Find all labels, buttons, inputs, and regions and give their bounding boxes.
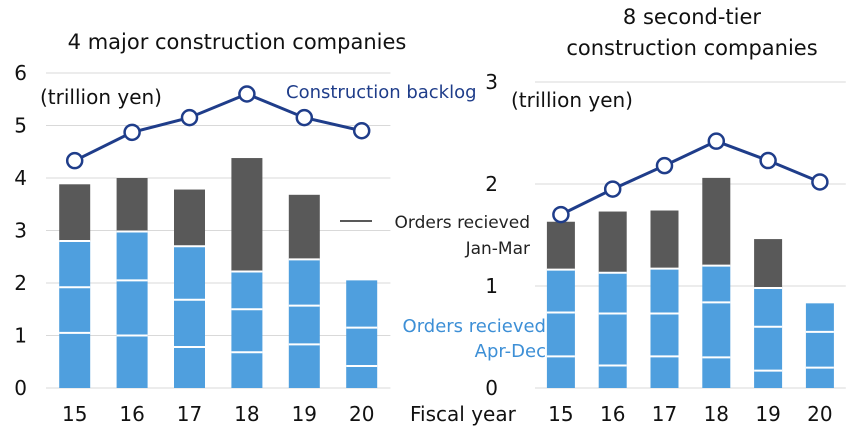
- right-bar-apr-dec-19: [754, 288, 783, 388]
- left-backlog-point-17: [180, 108, 199, 127]
- left-bar-jan-mar-19: [288, 194, 320, 260]
- right-backlog-point-20: [811, 173, 829, 191]
- left-bar-apr-dec-17: [174, 246, 205, 388]
- left-panel-4-major-companies: 4 major construction companies 0 1 2 3 4 5 6 (tr…: [14, 30, 406, 426]
- right-bar-apr-dec-20: [805, 303, 834, 388]
- left-bar-jan-mar-18: [231, 158, 263, 272]
- left-y-tick-label-2: 2: [14, 271, 27, 295]
- left-backlog-point-19: [295, 108, 314, 127]
- right-y-tick-label-1: 1: [485, 274, 498, 298]
- right-y-tick-label-2: 2: [485, 172, 498, 196]
- left-backlog-point-18: [238, 85, 256, 103]
- right-panel-8-second-tier-companies: 8 second-tier construction companies 0 1 2 3 (…: [485, 5, 846, 426]
- left-y-tick-label-5: 5: [14, 114, 27, 138]
- left-bar-jan-mar-15: [59, 184, 91, 241]
- right-x-tick-label-17: 17: [652, 402, 677, 426]
- right-backlog-point-16: [603, 180, 622, 198]
- right-x-tick-label-16: 16: [600, 402, 625, 426]
- left-bar-jan-mar-17: [174, 189, 205, 247]
- right-x-tick-label-15: 15: [548, 402, 573, 426]
- right-bar-jan-mar-17: [650, 210, 679, 269]
- annotation-jan-mar-line-1: Orders recieved: [395, 213, 531, 233]
- x-axis-label: Fiscal year: [410, 402, 517, 426]
- left-chart-title-line-0: 4 major construction companies: [68, 30, 407, 54]
- left-bar-jan-mar-16: [116, 178, 148, 232]
- right-x-tick-label-19: 19: [755, 402, 780, 426]
- right-bar-jan-mar-15: [546, 221, 575, 270]
- right-x-tick-label-18: 18: [704, 402, 729, 426]
- left-x-tick-label-17: 17: [177, 402, 202, 426]
- annotation-jan-mar-line-2: Jan-Mar: [465, 239, 530, 259]
- right-bar-apr-dec-15: [546, 269, 575, 388]
- right-backlog-point-18: [707, 132, 726, 150]
- annotation-construction-backlog: Construction backlog: [286, 82, 477, 103]
- left-bar-apr-dec-16: [116, 231, 148, 388]
- right-bar-apr-dec-18: [702, 265, 731, 388]
- right-bar-jan-mar-16: [598, 211, 627, 273]
- right-backlog-point-19: [759, 151, 777, 170]
- right-bar-apr-dec-17: [650, 268, 679, 388]
- right-x-tick-label-20: 20: [807, 402, 832, 426]
- right-backlog-point-15: [552, 205, 570, 224]
- left-bar-apr-dec-18: [231, 271, 263, 388]
- left-bar-apr-dec-19: [288, 259, 320, 388]
- left-x-tick-label-16: 16: [119, 402, 144, 426]
- left-y-tick-label-0: 0: [14, 376, 27, 400]
- annotation-apr-dec-line-1: Orders recieved: [403, 316, 546, 337]
- left-bar-apr-dec-15: [59, 241, 91, 388]
- right-bar-jan-mar-19: [754, 239, 783, 289]
- right-y-tick-label-3: 3: [485, 70, 498, 94]
- left-x-tick-label-19: 19: [292, 402, 317, 426]
- left-backlog-point-15: [65, 151, 84, 170]
- annotations-layer: Construction backlog Orders recieved Jan-M…: [286, 82, 546, 426]
- left-y-tick-label-4: 4: [14, 166, 27, 190]
- left-bar-apr-dec-20: [346, 280, 378, 388]
- annotation-apr-dec-line-2: Apr-Dec: [475, 341, 546, 362]
- left-x-tick-label-20: 20: [349, 402, 374, 426]
- right-bar-apr-dec-16: [598, 272, 627, 388]
- left-y-tick-label-3: 3: [14, 219, 27, 243]
- right-bar-jan-mar-18: [702, 177, 731, 266]
- left-x-tick-label-18: 18: [234, 402, 259, 426]
- right-unit-label: (trillion yen): [511, 88, 633, 112]
- left-unit-label: (trillion yen): [40, 85, 162, 109]
- right-chart-title-line-0: 8 second-tier: [623, 5, 761, 29]
- left-y-tick-label-6: 6: [14, 61, 27, 85]
- left-backlog-point-16: [123, 123, 141, 142]
- right-chart-title-line-1: construction companies: [566, 36, 817, 60]
- left-backlog-line: [74, 92, 363, 163]
- right-backlog-line: [560, 139, 821, 216]
- left-y-tick-label-1: 1: [14, 324, 27, 348]
- right-backlog-point-17: [655, 156, 674, 175]
- left-backlog-point-20: [352, 122, 371, 140]
- right-y-tick-label-0: 0: [485, 376, 498, 400]
- left-x-tick-label-15: 15: [62, 402, 87, 426]
